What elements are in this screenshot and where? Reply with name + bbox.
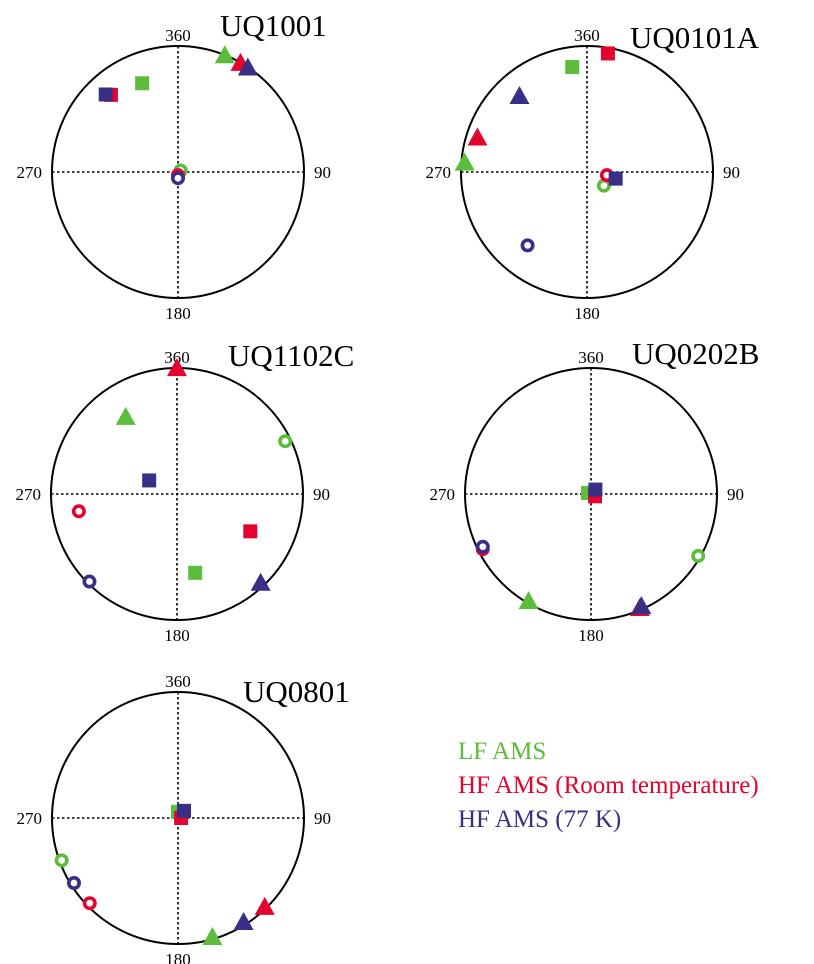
point-hf-room-min-circle: [82, 896, 97, 911]
legend-entry-hf-ams-77k: HF AMS (77 K): [458, 806, 622, 833]
point-lf-min-circle: [54, 853, 69, 868]
point-hf-77k-int-triangle: [509, 85, 530, 104]
point-hf-room-int-triangle: [167, 358, 187, 377]
tick-label-north: 360: [164, 348, 190, 367]
tick-label-north: 360: [165, 26, 191, 45]
tick-label-north: 360: [574, 26, 600, 45]
stereonet-uq1102c: 360 180 270 90 UQ1102C: [16, 338, 355, 645]
tick-label-south: 180: [165, 304, 191, 323]
point-lf-int-triangle: [518, 591, 539, 610]
point-lf-max-square: [188, 565, 203, 580]
point-hf-77k-int-triangle: [237, 57, 258, 76]
point-hf-77k-max-square: [98, 87, 113, 102]
tick-label-south: 180: [165, 950, 191, 964]
tick-label-east: 90: [313, 485, 330, 504]
tick-label-north: 360: [578, 348, 604, 367]
point-lf-min-circle: [278, 434, 293, 449]
tick-label-east: 90: [727, 485, 744, 504]
stereonet-title: UQ0801: [243, 674, 350, 709]
point-hf-77k-int-triangle: [250, 572, 271, 591]
point-hf-77k-min-circle: [520, 238, 535, 253]
point-hf-room-max-square: [243, 524, 258, 539]
tick-label-west: 270: [16, 485, 42, 504]
stereonet-title: UQ1001: [220, 8, 327, 43]
tick-label-west: 270: [430, 485, 456, 504]
tick-label-south: 180: [164, 626, 190, 645]
point-hf-77k-min-circle: [171, 171, 186, 186]
point-hf-77k-max-square: [608, 171, 623, 186]
point-hf-77k-min-circle: [475, 539, 490, 554]
tick-label-west: 270: [17, 809, 43, 828]
tick-label-west: 270: [426, 163, 452, 182]
point-hf-room-max-square: [600, 46, 615, 61]
stereonet-uq1001: 360 180 270 90 UQ1001: [17, 8, 332, 323]
tick-label-south: 180: [578, 626, 604, 645]
point-hf-room-min-circle: [71, 504, 86, 519]
legend-entry-lf-ams: LF AMS: [458, 738, 547, 765]
point-lf-int-triangle: [202, 927, 223, 946]
point-hf-room-int-triangle: [467, 127, 488, 146]
tick-label-north: 360: [165, 672, 191, 691]
point-hf-77k-max-square: [176, 803, 191, 818]
point-lf-int-triangle: [115, 406, 136, 425]
stereonet-title: UQ0202B: [632, 336, 759, 371]
stereonet-uq0202b: 360 180 270 90 UQ0202B: [430, 336, 760, 645]
point-hf-77k-int-triangle: [631, 596, 652, 615]
stereonet-uq0801: 360 180 270 90 UQ0801: [17, 672, 350, 964]
point-hf-77k-max-square: [588, 482, 603, 497]
point-hf-77k-max-square: [142, 473, 157, 488]
point-lf-int-triangle: [214, 45, 235, 64]
tick-label-east: 90: [723, 163, 740, 182]
point-hf-77k-int-triangle: [233, 911, 254, 930]
stereonet-title: UQ1102C: [228, 338, 354, 373]
point-hf-77k-min-circle: [82, 574, 97, 589]
point-lf-max-square: [135, 76, 150, 91]
stereonet-uq0101a: 360 180 270 90 UQ0101A: [426, 20, 760, 323]
tick-label-east: 90: [314, 809, 331, 828]
point-lf-min-circle: [691, 548, 706, 563]
tick-label-south: 180: [574, 304, 600, 323]
tick-label-east: 90: [314, 163, 331, 182]
point-hf-room-int-triangle: [254, 896, 275, 915]
legend-entry-hf-ams-room-temperature: HF AMS (Room temperature): [458, 772, 759, 799]
stereonet-title: UQ0101A: [630, 20, 760, 55]
point-lf-int-triangle: [454, 152, 475, 171]
tick-label-west: 270: [17, 163, 43, 182]
legend: LF AMS HF AMS (Room temperature) HF AMS …: [458, 735, 759, 837]
point-hf-77k-min-circle: [66, 875, 81, 890]
point-lf-max-square: [565, 60, 580, 75]
